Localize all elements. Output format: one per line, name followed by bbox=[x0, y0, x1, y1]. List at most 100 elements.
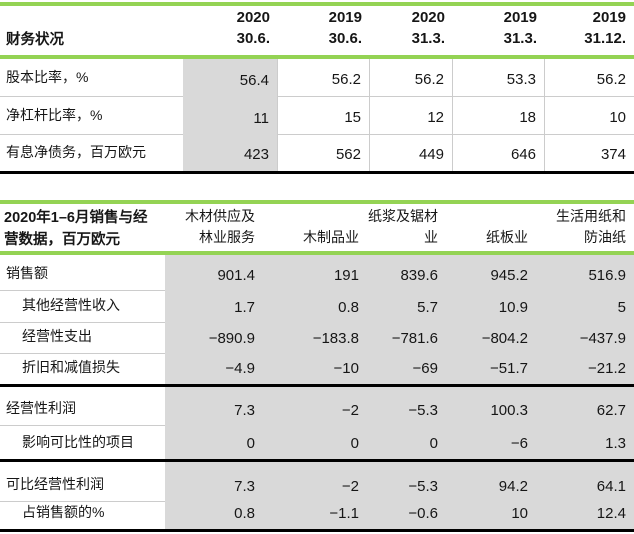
table2-header-row: 2020年1–6月销售与经 营数据，百万欧元 木材供应及 林业服务 木制品业 纸… bbox=[0, 204, 634, 251]
column-header-line: 木材供应及 bbox=[185, 207, 255, 224]
table-cell: 64.1 bbox=[536, 462, 634, 502]
table-cell: 100.3 bbox=[446, 387, 536, 426]
table-row-depreciation: 折旧和减值损失 −4.9 −10 −69 −51.7 −21.2 bbox=[0, 354, 634, 387]
column-header-line: 防油纸 bbox=[584, 228, 626, 245]
table-cell: 7.3 bbox=[165, 462, 263, 502]
table-cell: 10.9 bbox=[446, 291, 536, 323]
table-cell: 449 bbox=[370, 135, 453, 171]
table-cell: 12 bbox=[370, 97, 453, 135]
table2-column-header-tissue: 生活用纸和 防油纸 bbox=[536, 204, 634, 252]
table1-title: 财务状况 bbox=[6, 32, 64, 48]
table-cell: 0.8 bbox=[263, 291, 367, 323]
table-cell: 10 bbox=[446, 502, 536, 529]
table-row-comparability-items: 影响可比性的项目 0 0 0 −6 1.3 bbox=[0, 426, 634, 462]
row-label: 净杠杆比率，% bbox=[0, 97, 183, 135]
table-row-percent-of-sales: 占销售额的% 0.8 −1.1 −0.6 10 12.4 bbox=[0, 502, 634, 532]
table2-column-header-wood-supply: 木材供应及 林业服务 bbox=[165, 204, 263, 252]
row-label: 可比经营性利润 bbox=[0, 462, 165, 502]
table1-column-header: 2020 31.3. bbox=[370, 6, 453, 55]
table2-column-header-paperboard: 纸板业 bbox=[446, 204, 536, 252]
table-cell: 374 bbox=[600, 146, 626, 163]
table-row-other-income: 其他经营性收入 1.7 0.8 5.7 10.9 5 bbox=[0, 291, 634, 323]
column-date: 30.6. bbox=[328, 30, 362, 47]
table-cell: 94.2 bbox=[446, 462, 536, 502]
table-row-equity-ratio: 股本比率，% 56.4 56.2 56.2 53.3 56.2 bbox=[0, 59, 634, 97]
column-date: 30.6. bbox=[236, 30, 270, 47]
table-cell: 56.4 bbox=[183, 59, 278, 97]
table-cell: −6 bbox=[446, 426, 536, 459]
table-gap bbox=[0, 174, 634, 200]
table-cell: −51.7 bbox=[446, 354, 536, 384]
table-cell: 10 bbox=[545, 97, 634, 135]
table-row-operating-expenses: 经营性支出 −890.9 −183.8 −781.6 −804.2 −437.9 bbox=[0, 323, 634, 354]
table-cell: −437.9 bbox=[536, 323, 634, 354]
table-cell: 56.2 bbox=[278, 59, 370, 97]
table-cell: 56.2 bbox=[545, 59, 634, 97]
table-cell: 1.7 bbox=[165, 291, 263, 323]
table2-column-header-wood-products: 木制品业 bbox=[263, 204, 367, 252]
table-cell: 12.4 bbox=[536, 502, 634, 529]
table-cell: −1.1 bbox=[263, 502, 367, 529]
row-label: 有息净债务，百万欧元 bbox=[6, 144, 146, 160]
table-cell: −183.8 bbox=[263, 323, 367, 354]
table-row-operating-profit: 经营性利润 7.3 −2 −5.3 100.3 62.7 bbox=[0, 387, 634, 426]
column-header-line: 林业服务 bbox=[199, 228, 255, 245]
row-label: 经营性支出 bbox=[0, 323, 165, 354]
table-cell: −804.2 bbox=[446, 323, 536, 354]
table1-column-header: 2020 30.6. bbox=[183, 6, 278, 55]
financial-position-table: 财务状况 2020 30.6. 2019 30.6. 2020 31.3. 20… bbox=[0, 2, 634, 174]
column-year: 2020 bbox=[236, 9, 270, 26]
table2-title-line1: 2020年1–6月销售与经 bbox=[4, 210, 148, 226]
table-cell: 5 bbox=[536, 291, 634, 323]
row-label: 折旧和减值损失 bbox=[22, 359, 120, 375]
row-label: 占销售额的% bbox=[22, 504, 105, 520]
table-cell: 1.3 bbox=[536, 426, 634, 459]
table-cell: 901.4 bbox=[165, 255, 263, 291]
row-label: 股本比率，% bbox=[0, 59, 183, 97]
table-cell: −10 bbox=[263, 354, 367, 384]
column-date: 31.3. bbox=[503, 30, 537, 47]
green-divider bbox=[0, 2, 634, 6]
table2-column-header-pulp-sawn: 纸浆及锯材 业 bbox=[367, 204, 446, 252]
table-cell: −0.6 bbox=[367, 502, 446, 529]
table-cell: 18 bbox=[453, 97, 545, 135]
column-header-line: 纸浆及锯材 bbox=[368, 207, 438, 224]
table-cell: −5.3 bbox=[367, 462, 446, 502]
table-cell: 646 bbox=[453, 135, 545, 171]
column-year: 2020 bbox=[411, 9, 445, 26]
row-label: 销售额 bbox=[0, 255, 165, 291]
table-cell: 56.2 bbox=[370, 59, 453, 97]
table2-title-line2: 营数据，百万欧元 bbox=[4, 232, 120, 249]
table-cell: −781.6 bbox=[367, 323, 446, 354]
green-divider bbox=[0, 55, 634, 59]
table-row-net-gearing: 净杠杆比率，% 11 15 12 18 10 bbox=[0, 97, 634, 135]
column-year: 2019 bbox=[328, 9, 362, 26]
table1-column-header: 2019 30.6. bbox=[278, 6, 370, 55]
table-cell: 0 bbox=[165, 426, 263, 459]
green-divider bbox=[0, 251, 634, 255]
table1-column-header: 2019 31.12. bbox=[545, 6, 634, 55]
table-cell: 839.6 bbox=[367, 255, 446, 291]
green-divider bbox=[0, 200, 634, 204]
table-row-sales: 销售额 901.4 191 839.6 945.2 516.9 bbox=[0, 255, 634, 291]
row-label: 其他经营性收入 bbox=[0, 291, 165, 323]
table1-header-row: 财务状况 2020 30.6. 2019 30.6. 2020 31.3. 20… bbox=[0, 6, 634, 55]
table-cell: 7.3 bbox=[165, 387, 263, 426]
row-label: 影响可比性的项目 bbox=[22, 434, 134, 450]
row-label: 经营性利润 bbox=[0, 387, 165, 426]
table-cell: −69 bbox=[367, 354, 446, 384]
table-cell: −2 bbox=[263, 462, 367, 502]
table-cell: 5.7 bbox=[367, 291, 446, 323]
table-cell: −2 bbox=[263, 387, 367, 426]
table-cell: 53.3 bbox=[453, 59, 545, 97]
table-cell: −21.2 bbox=[536, 354, 634, 384]
column-year: 2019 bbox=[592, 9, 626, 26]
table-cell: 191 bbox=[263, 255, 367, 291]
column-date: 31.3. bbox=[411, 30, 445, 47]
table-row-net-debt: 有息净债务，百万欧元 423 562 449 646 374 bbox=[0, 135, 634, 174]
table-cell: −5.3 bbox=[367, 387, 446, 426]
sales-operating-data-table: 2020年1–6月销售与经 营数据，百万欧元 木材供应及 林业服务 木制品业 纸… bbox=[0, 200, 634, 532]
table-cell: 0 bbox=[367, 426, 446, 459]
table-cell: 945.2 bbox=[446, 255, 536, 291]
